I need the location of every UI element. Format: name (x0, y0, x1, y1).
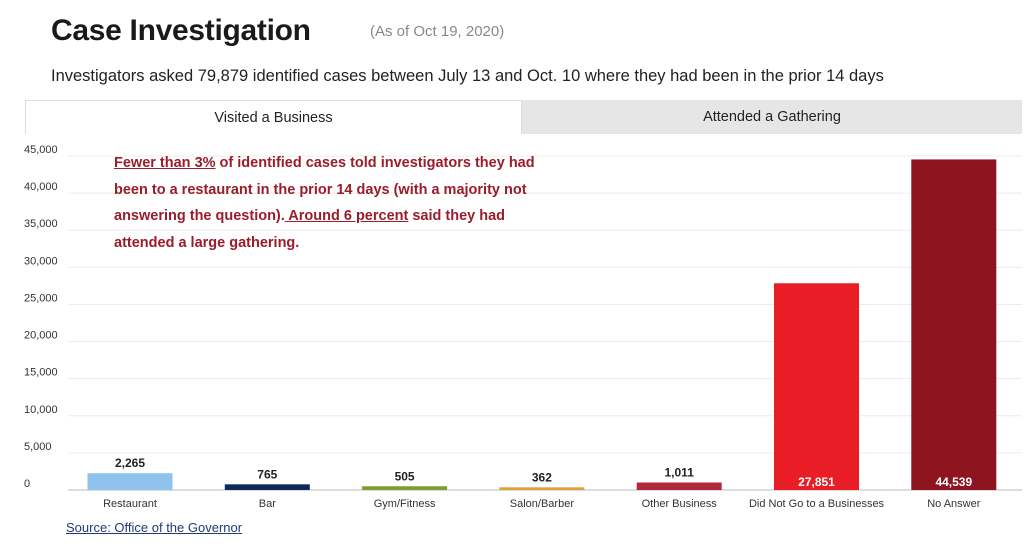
x-category-label: Bar (259, 498, 276, 510)
y-tick-label: 20,000 (24, 330, 58, 342)
y-tick-label: 15,000 (24, 367, 58, 379)
annotation-highlight-2: Around 6 percent (284, 208, 409, 224)
page-title: Case Investigation (51, 14, 311, 47)
bar-chart: 0 5,000 10,000 15,000 20,000 25,000 30,000 35,0… (24, 144, 1022, 510)
chart-gridlines (68, 155, 1022, 491)
bar-salon-barber[interactable] (499, 487, 585, 490)
bar-value-label: 765 (257, 467, 277, 481)
bar-value-label: 505 (395, 469, 415, 483)
y-tick-label: 35,000 (24, 218, 58, 230)
bar-value-label: 1,011 (665, 465, 695, 479)
bar-did-not-go-to-a-businesses[interactable] (774, 283, 859, 490)
y-axis-ticks: 0 5,000 10,000 15,000 20,000 25,000 30,000 35,0… (24, 144, 58, 490)
y-tick-label: 25,000 (24, 292, 58, 304)
bar-other-business[interactable] (636, 482, 722, 490)
x-category-label: Gym/Fitness (374, 498, 436, 510)
y-tick-label: 40,000 (24, 181, 58, 193)
bar-no-answer[interactable] (911, 159, 997, 491)
annotation-text-1: of identified cases told investigators t… (114, 155, 535, 224)
chart-annotation: Fewer than 3% of identified cases told i… (114, 150, 544, 256)
y-tick-label: 30,000 (24, 255, 58, 267)
x-category-label: No Answer (927, 498, 981, 510)
chart-data-labels: 2,265 765 505 362 1,011 27,851 44,539 (115, 456, 972, 489)
as-of-date: (As of Oct 19, 2020) (370, 23, 505, 40)
y-tick-label: 5,000 (24, 441, 52, 453)
x-category-label: Other Business (642, 498, 718, 510)
bar-value-label: 2,265 (115, 456, 145, 470)
tab-visited-business[interactable]: Visited a Business (25, 100, 522, 134)
tab-attended-gathering[interactable]: Attended a Gathering (522, 100, 1022, 134)
bar-value-label: 27,851 (798, 475, 835, 489)
bar-bar[interactable] (224, 484, 310, 490)
x-category-label: Did Not Go to a Businesses (749, 498, 885, 510)
bar-value-label: 362 (532, 470, 552, 484)
chart-bars (87, 159, 997, 491)
annotation-text-2: said they had attended a large gathering… (114, 208, 506, 251)
source-link[interactable]: Source: Office of the Governor (66, 520, 243, 535)
bar-value-label: 44,539 (935, 475, 972, 489)
y-tick-label: 45,000 (24, 144, 58, 156)
x-category-label: Restaurant (103, 498, 157, 510)
x-axis-labels: Restaurant Bar Gym/Fitness Salon/Barber Othe… (103, 498, 981, 510)
annotation-highlight-1: Fewer than 3% (114, 155, 216, 171)
page-subtitle: Investigators asked 79,879 identified ca… (51, 67, 884, 85)
bar-gym-fitness[interactable] (362, 486, 448, 490)
y-tick-label: 0 (24, 478, 30, 490)
bar-restaurant[interactable] (87, 473, 173, 490)
x-category-label: Salon/Barber (510, 498, 575, 510)
tab-bar: Visited a Business Attended a Gathering (25, 100, 1022, 134)
y-tick-label: 10,000 (24, 404, 58, 416)
